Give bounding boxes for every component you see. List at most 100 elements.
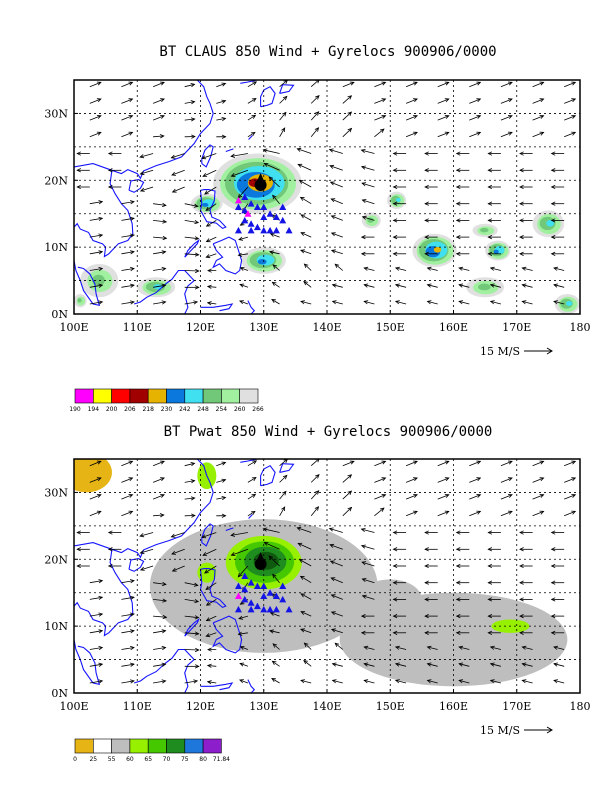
wind-vectors bbox=[76, 80, 577, 306]
wind-shaft bbox=[152, 98, 165, 104]
wind-vector bbox=[202, 169, 217, 177]
wind-head bbox=[194, 647, 200, 653]
wind-shaft bbox=[361, 149, 375, 154]
gyre-triangle bbox=[253, 582, 261, 590]
wind-head bbox=[262, 527, 268, 532]
gyre-triangle bbox=[234, 582, 242, 590]
wind-shaft bbox=[152, 115, 165, 121]
wind-head bbox=[424, 235, 429, 240]
wind-head bbox=[237, 252, 243, 257]
contour-level bbox=[480, 227, 489, 233]
contour-level bbox=[77, 298, 82, 303]
wind-shaft bbox=[395, 680, 407, 684]
wind-head bbox=[96, 510, 102, 515]
x-tick-label: 110E bbox=[123, 321, 152, 334]
wind-head bbox=[300, 300, 305, 305]
wind-head bbox=[190, 479, 196, 484]
wind-head bbox=[272, 643, 278, 648]
wind-shaft bbox=[121, 663, 135, 667]
wind-head bbox=[238, 615, 244, 620]
wind-shaft bbox=[204, 186, 217, 195]
wind-vector bbox=[298, 180, 312, 188]
wind-head bbox=[191, 513, 196, 518]
wind-vector bbox=[361, 215, 375, 221]
wind-shaft bbox=[564, 460, 576, 467]
wind-head bbox=[426, 283, 432, 288]
wind-head bbox=[272, 573, 277, 579]
wind-head bbox=[424, 597, 429, 602]
wind-shaft bbox=[153, 680, 166, 684]
wind-head bbox=[98, 595, 104, 600]
wind-head bbox=[392, 597, 398, 602]
wind-shaft bbox=[153, 203, 166, 206]
wind-head bbox=[571, 115, 577, 119]
wind-vector bbox=[374, 81, 387, 88]
wind-head bbox=[550, 580, 556, 585]
wind-shaft bbox=[374, 98, 386, 104]
wind-head bbox=[426, 300, 432, 305]
wind-shaft bbox=[269, 630, 280, 634]
gyre-triangle bbox=[260, 605, 268, 613]
wind-vector bbox=[437, 131, 450, 138]
wind-shaft bbox=[342, 474, 352, 483]
wind-shaft bbox=[172, 186, 185, 193]
wind-head bbox=[237, 631, 243, 636]
wind-vector bbox=[230, 169, 249, 177]
wind-vector bbox=[331, 679, 343, 684]
wind-head bbox=[98, 216, 104, 221]
wind-vector bbox=[469, 131, 482, 138]
wind-shaft bbox=[140, 548, 154, 554]
wind-head bbox=[571, 510, 577, 515]
wind-head bbox=[363, 645, 369, 650]
wind-head bbox=[205, 617, 211, 622]
wind-vector bbox=[363, 645, 375, 650]
wind-vector bbox=[330, 249, 343, 255]
wind-vector bbox=[532, 81, 545, 88]
wind-vector bbox=[247, 493, 257, 500]
wind-shaft bbox=[395, 267, 407, 271]
wind-head bbox=[129, 579, 135, 584]
wind-vector bbox=[361, 561, 375, 567]
wind-vector bbox=[184, 219, 200, 225]
gyre-triangle bbox=[279, 216, 287, 224]
wind-vector bbox=[205, 203, 217, 212]
wind-head bbox=[424, 151, 429, 156]
wind-head bbox=[161, 202, 167, 208]
wind-shaft bbox=[216, 497, 226, 500]
wind-vector bbox=[152, 494, 165, 500]
wind-head bbox=[205, 254, 211, 259]
wind-head bbox=[426, 679, 432, 684]
wind-vector bbox=[76, 168, 90, 173]
wind-vector bbox=[489, 662, 501, 667]
contour-level bbox=[92, 274, 105, 286]
wind-vector bbox=[153, 598, 168, 603]
wind-head bbox=[424, 630, 429, 635]
wind-head bbox=[331, 300, 337, 305]
wind-head bbox=[161, 629, 167, 634]
wind-vector bbox=[519, 614, 533, 619]
wind-shaft bbox=[239, 679, 249, 684]
colorbar-label: 75 bbox=[181, 756, 189, 763]
wind-shaft bbox=[374, 460, 386, 467]
wind-head bbox=[444, 510, 450, 515]
wind-head bbox=[476, 477, 482, 482]
wind-head bbox=[394, 300, 400, 305]
wind-shaft bbox=[553, 284, 565, 288]
wind-head bbox=[221, 82, 227, 87]
coastline bbox=[199, 189, 227, 230]
wind-vector bbox=[170, 153, 185, 159]
wind-head bbox=[263, 163, 269, 167]
wind-head bbox=[329, 543, 335, 548]
wind-head bbox=[550, 168, 556, 173]
wind-head bbox=[413, 510, 418, 515]
wind-vector bbox=[564, 477, 577, 483]
wind-shaft bbox=[206, 632, 217, 637]
wind-vector bbox=[184, 300, 199, 305]
wind-shaft bbox=[121, 98, 133, 104]
x-tick-label: 130E bbox=[249, 700, 278, 713]
wind-vector bbox=[437, 115, 450, 121]
wind-vector bbox=[272, 194, 280, 204]
wind-head bbox=[170, 154, 176, 159]
wind-vector bbox=[487, 168, 501, 173]
wind-vector bbox=[405, 460, 418, 467]
